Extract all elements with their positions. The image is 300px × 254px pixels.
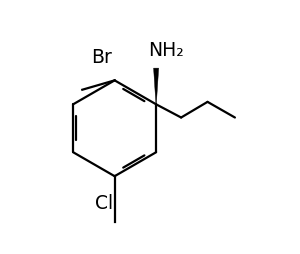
Text: Br: Br <box>92 48 112 67</box>
Polygon shape <box>154 68 159 104</box>
Text: NH₂: NH₂ <box>148 41 184 59</box>
Text: Cl: Cl <box>95 194 113 213</box>
